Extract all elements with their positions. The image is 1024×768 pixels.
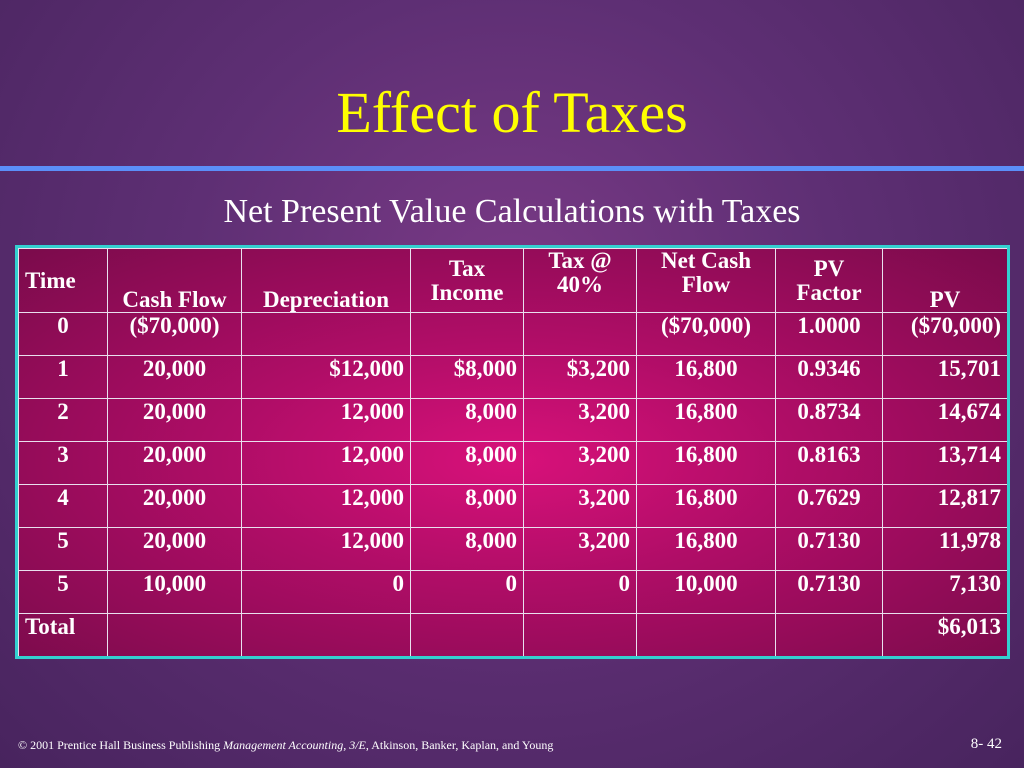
cell-pv-factor: 0.7130 xyxy=(775,527,883,571)
header-pv-factor-line2: Factor xyxy=(796,279,862,305)
cell-pv-factor: 0.7629 xyxy=(775,484,883,528)
cell-empty xyxy=(775,613,883,656)
header-ncf-line1: Net Cash xyxy=(660,248,752,273)
header-pv-factor: PV Factor xyxy=(775,248,883,313)
cell-tax-income: 8,000 xyxy=(410,484,524,528)
cell-depreciation xyxy=(241,312,411,356)
cell-depreciation: 12,000 xyxy=(241,484,411,528)
cell-total-label: Total xyxy=(18,613,108,656)
cell-net-cash-flow: 16,800 xyxy=(636,441,776,485)
table-total-row: Total $6,013 xyxy=(18,613,1007,656)
cell-depreciation: 12,000 xyxy=(241,527,411,571)
npv-table: Time Cash Flow Depreciation Tax Income T… xyxy=(18,248,1007,656)
cell-empty xyxy=(410,613,524,656)
cell-net-cash-flow: 16,800 xyxy=(636,398,776,442)
cell-time: 2 xyxy=(18,398,108,442)
cell-tax-income xyxy=(410,312,524,356)
cell-tax: 3,200 xyxy=(523,527,637,571)
header-tax-income: Tax Income xyxy=(410,248,524,313)
cell-tax-income: 8,000 xyxy=(410,527,524,571)
cell-pv-factor: 0.7130 xyxy=(775,570,883,614)
footer-authors: , Atkinson, Banker, Kaplan, and Young xyxy=(365,738,554,752)
cell-depreciation: 12,000 xyxy=(241,398,411,442)
cell-pv-factor: 0.8163 xyxy=(775,441,883,485)
cell-pv-factor: 0.8734 xyxy=(775,398,883,442)
cell-cash-flow: 20,000 xyxy=(107,484,242,528)
footer-book-title: Management Accounting, 3/E xyxy=(223,738,366,752)
header-net-cash-flow: Net Cash Flow xyxy=(636,248,776,313)
cell-empty xyxy=(241,613,411,656)
cell-pv: ($70,000) xyxy=(882,312,1007,356)
cell-empty xyxy=(107,613,242,656)
cell-tax: 3,200 xyxy=(523,441,637,485)
table-row: 1 20,000 $12,000 $8,000 $3,200 16,800 0.… xyxy=(18,355,1007,399)
slide-title: Effect of Taxes xyxy=(336,80,688,145)
cell-depreciation: 12,000 xyxy=(241,441,411,485)
cell-tax: $3,200 xyxy=(523,355,637,399)
cell-pv-factor: 1.0000 xyxy=(775,312,883,356)
header-tax-40-line2: 40% xyxy=(557,272,603,297)
header-tax-income-line1: Tax xyxy=(448,255,486,281)
cell-time: 3 xyxy=(18,441,108,485)
cell-net-cash-flow: 16,800 xyxy=(636,527,776,571)
cell-cash-flow: 20,000 xyxy=(107,527,242,571)
header-tax-income-line2: Income xyxy=(430,279,504,305)
cell-net-cash-flow: ($70,000) xyxy=(636,312,776,356)
cell-time: 1 xyxy=(18,355,108,399)
cell-pv: 12,817 xyxy=(882,484,1007,528)
header-tax-40: Tax @ 40% xyxy=(523,248,637,313)
cell-time: 0 xyxy=(18,312,108,356)
cell-net-cash-flow: 16,800 xyxy=(636,484,776,528)
cell-time: 5 xyxy=(18,570,108,614)
header-pv-factor-line1: PV xyxy=(813,255,845,281)
cell-tax-income: 0 xyxy=(410,570,524,614)
table-row: 5 20,000 12,000 8,000 3,200 16,800 0.713… xyxy=(18,527,1007,571)
cell-time: 5 xyxy=(18,527,108,571)
page-number: 8- 42 xyxy=(970,736,1002,752)
cell-empty xyxy=(523,613,637,656)
header-pv: PV xyxy=(882,248,1007,313)
cell-tax: 3,200 xyxy=(523,398,637,442)
header-depreciation: Depreciation xyxy=(241,248,411,313)
cell-depreciation: 0 xyxy=(241,570,411,614)
cell-pv: 14,674 xyxy=(882,398,1007,442)
footer-copyright: © 2001 Prentice Hall Business Publishing… xyxy=(18,738,553,753)
footer-publisher: © 2001 Prentice Hall Business Publishing xyxy=(18,738,221,752)
cell-cash-flow: 20,000 xyxy=(107,355,242,399)
header-time: Time xyxy=(18,248,108,313)
cell-pv: 13,714 xyxy=(882,441,1007,485)
header-ncf-line2: Flow xyxy=(681,272,731,297)
slide-subtitle: Net Present Value Calculations with Taxe… xyxy=(223,193,801,230)
cell-pv: 11,978 xyxy=(882,527,1007,571)
cell-tax-income: 8,000 xyxy=(410,398,524,442)
cell-time: 4 xyxy=(18,484,108,528)
cell-cash-flow: ($70,000) xyxy=(107,312,242,356)
table-row: 3 20,000 12,000 8,000 3,200 16,800 0.816… xyxy=(18,441,1007,485)
header-cash-flow: Cash Flow xyxy=(107,248,242,313)
cell-net-cash-flow: 16,800 xyxy=(636,355,776,399)
cell-net-cash-flow: 10,000 xyxy=(636,570,776,614)
cell-cash-flow: 20,000 xyxy=(107,398,242,442)
cell-cash-flow: 10,000 xyxy=(107,570,242,614)
cell-tax xyxy=(523,312,637,356)
cell-tax-income: $8,000 xyxy=(410,355,524,399)
table-row: 5 10,000 0 0 0 10,000 0.7130 7,130 xyxy=(18,570,1007,614)
table-row: 0 ($70,000) ($70,000) 1.0000 ($70,000) xyxy=(18,312,1007,356)
cell-pv: 15,701 xyxy=(882,355,1007,399)
npv-table-container: Time Cash Flow Depreciation Tax Income T… xyxy=(15,245,1010,659)
cell-total-pv: $6,013 xyxy=(882,613,1007,656)
cell-pv-factor: 0.9346 xyxy=(775,355,883,399)
cell-cash-flow: 20,000 xyxy=(107,441,242,485)
header-tax-40-line1: Tax @ xyxy=(548,248,612,273)
cell-depreciation: $12,000 xyxy=(241,355,411,399)
table-row: 2 20,000 12,000 8,000 3,200 16,800 0.873… xyxy=(18,398,1007,442)
table-header-row: Time Cash Flow Depreciation Tax Income T… xyxy=(18,248,1007,313)
cell-tax-income: 8,000 xyxy=(410,441,524,485)
table-row: 4 20,000 12,000 8,000 3,200 16,800 0.762… xyxy=(18,484,1007,528)
title-divider xyxy=(0,166,1024,171)
cell-tax: 0 xyxy=(523,570,637,614)
cell-tax: 3,200 xyxy=(523,484,637,528)
cell-empty xyxy=(636,613,776,656)
cell-pv: 7,130 xyxy=(882,570,1007,614)
